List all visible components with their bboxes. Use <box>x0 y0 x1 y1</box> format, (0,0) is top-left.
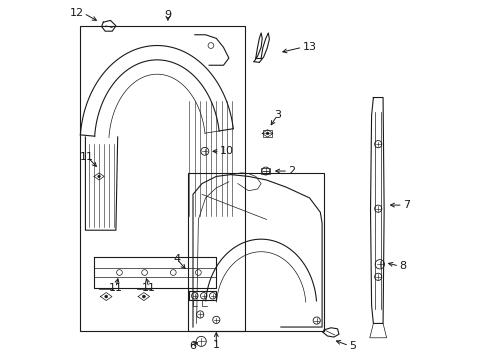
Text: 12: 12 <box>70 8 84 18</box>
Circle shape <box>143 295 146 298</box>
Text: 10: 10 <box>220 146 234 156</box>
Text: 8: 8 <box>399 261 406 271</box>
Bar <box>188 173 324 330</box>
Text: 9: 9 <box>164 10 171 20</box>
Text: 1: 1 <box>213 340 220 350</box>
Text: 11: 11 <box>109 283 123 293</box>
Bar <box>80 26 245 330</box>
Bar <box>263 130 272 137</box>
Text: 11: 11 <box>80 152 94 162</box>
Text: 7: 7 <box>403 200 410 210</box>
Text: 13: 13 <box>302 42 317 52</box>
Text: 2: 2 <box>288 166 295 176</box>
Circle shape <box>266 132 269 135</box>
Circle shape <box>98 175 100 178</box>
Text: 11: 11 <box>142 283 156 293</box>
Text: 5: 5 <box>349 341 356 351</box>
Bar <box>261 168 270 174</box>
Text: 4: 4 <box>173 254 180 264</box>
Circle shape <box>105 295 108 298</box>
Text: 3: 3 <box>274 111 281 121</box>
Text: 6: 6 <box>190 341 196 351</box>
